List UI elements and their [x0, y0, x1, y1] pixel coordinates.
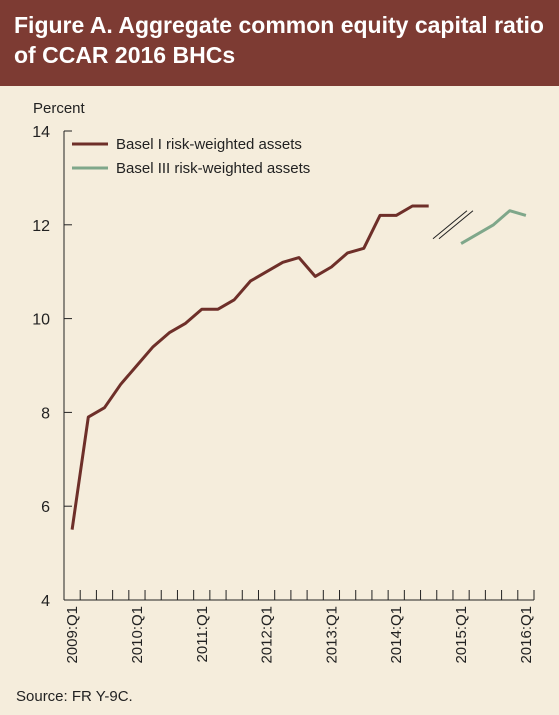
figure-title: Figure A. Aggregate common equity capita… — [14, 12, 544, 68]
x-tick-label: 2015:Q1 — [453, 606, 470, 664]
y-tick-label: 6 — [41, 499, 50, 516]
x-tick-label: 2010:Q1 — [129, 606, 146, 664]
legend-label: Basel III risk-weighted assets — [116, 160, 310, 177]
y-axis-label: Percent — [33, 100, 86, 117]
break-mark — [438, 210, 474, 240]
x-tick-label: 2012:Q1 — [259, 606, 276, 664]
series-line-basel-i — [70, 204, 429, 530]
legend-label: Basel I risk-weighted assets — [116, 136, 302, 153]
y-tick-label: 8 — [41, 405, 50, 422]
x-tick-label: 2014:Q1 — [388, 606, 405, 664]
source-note: Source: FR Y-9C. — [16, 688, 133, 705]
y-tick-label: 14 — [32, 124, 50, 141]
y-tick-label: 4 — [41, 593, 50, 610]
y-axis: 4 6 8 10 12 14 — [32, 124, 72, 610]
figure-header: Figure A. Aggregate common equity capita… — [0, 0, 559, 86]
x-tick-label: 2013:Q1 — [323, 606, 340, 664]
y-tick-label: 10 — [32, 312, 50, 329]
legend: Basel I risk-weighted assets Basel III ri… — [72, 136, 310, 177]
x-axis: 2009:Q1 2010:Q1 2011:Q1 2012:Q1 2013:Q1 2014:… — [64, 590, 535, 664]
series-line-basel-iii — [460, 209, 527, 245]
series-lines — [70, 204, 527, 530]
y-tick-label: 12 — [32, 218, 50, 235]
x-tick-label: 2009:Q1 — [64, 606, 81, 664]
break-mark — [432, 210, 468, 240]
x-tick-label: 2011:Q1 — [194, 606, 211, 662]
x-tick-label: 2016:Q1 — [518, 606, 535, 664]
series-break-marks — [432, 210, 474, 240]
